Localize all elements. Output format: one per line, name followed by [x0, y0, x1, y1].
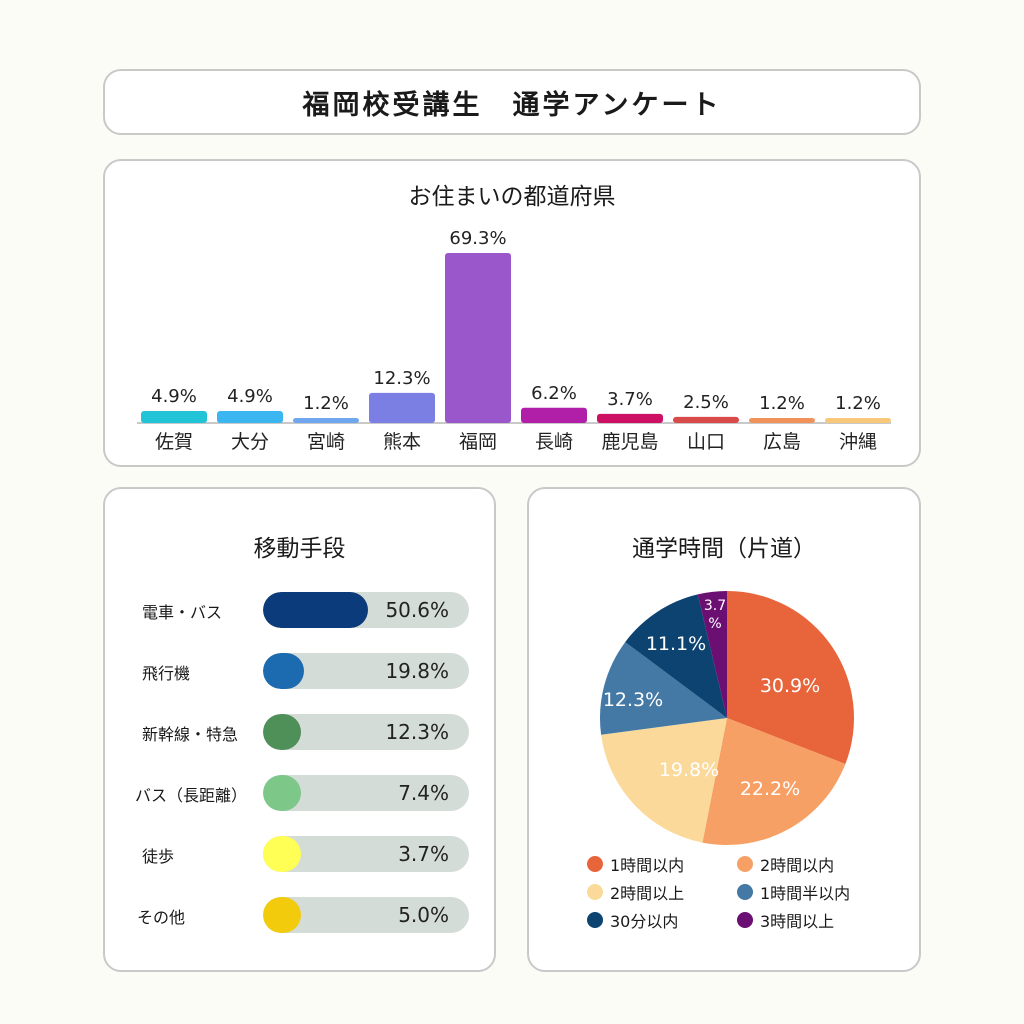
page-title: 福岡校受講生 通学アンケート	[302, 89, 722, 121]
transport-bar-fill-0	[263, 592, 368, 628]
legend-swatch-0	[587, 856, 603, 872]
bar-category-label-8: 広島	[763, 431, 801, 453]
pie-value-label-5: 3.7%	[704, 598, 726, 632]
bar-value-label-3: 12.3%	[373, 368, 430, 389]
bar-9	[825, 418, 891, 423]
bar-category-label-2: 宮崎	[307, 431, 345, 453]
bar-value-label-1: 4.9%	[227, 386, 273, 407]
transport-label-3: バス（長距離）	[135, 786, 248, 805]
transport-bar-track-3: 7.4%	[263, 775, 469, 811]
bar-1	[217, 410, 283, 423]
transport-value-0: 50.6%	[385, 598, 449, 622]
legend-item-2: 2時間以上	[587, 880, 684, 904]
legend-label-1: 2時間以内	[760, 856, 835, 875]
bar-value-label-6: 3.7%	[607, 389, 653, 410]
legend-label-4: 30分以内	[610, 912, 679, 931]
commute-time-chart-title: 通学時間（片道）	[632, 536, 816, 562]
transport-label-1: 飛行機	[142, 664, 191, 683]
transport-bar-track-0: 50.6%	[263, 592, 469, 628]
bar-8	[749, 418, 815, 423]
transport-bar-fill-1	[263, 653, 305, 689]
bar-6	[597, 413, 663, 423]
legend-swatch-1	[737, 856, 753, 872]
transport-bar-fill-2	[263, 714, 301, 750]
transport-label-4: 徒歩	[142, 847, 175, 866]
legend-swatch-3	[737, 884, 753, 900]
bar-5	[521, 407, 587, 423]
transport-bar-track-1: 19.8%	[263, 653, 469, 689]
bar-category-label-4: 福岡	[459, 431, 497, 453]
prefecture-chart-card: お住まいの都道府県 4.9% 佐賀 4.9% 大分 1.2% 宮崎 12.3% 熊本 69.3%…	[103, 159, 921, 467]
pie-slice-0	[727, 591, 854, 765]
transport-bar-fill-4	[263, 836, 301, 872]
transport-value-5: 5.0%	[398, 903, 449, 927]
bar-value-label-0: 4.9%	[151, 386, 197, 407]
bar-category-label-1: 大分	[231, 431, 269, 453]
bar-3	[369, 392, 435, 423]
commute-time-chart-card: 通学時間（片道） 30.9% 22.2% 19.8% 12.3% 11.1% 3.7% 1…	[527, 487, 921, 972]
legend-item-5: 3時間以上	[737, 908, 834, 932]
transport-label-5: その他	[137, 908, 186, 927]
bar-value-label-4: 69.3%	[449, 228, 506, 249]
prefecture-bar-chart: 4.9% 佐賀 4.9% 大分 1.2% 宮崎 12.3% 熊本 69.3% 福岡 6.2% 長崎 3.…	[137, 228, 891, 453]
bar-4	[445, 253, 511, 423]
pie-slice-2	[601, 718, 727, 843]
bar-category-label-7: 山口	[687, 431, 725, 453]
bar-category-label-0: 佐賀	[155, 431, 193, 453]
transport-label-2: 新幹線・特急	[142, 725, 239, 744]
prefecture-chart-title: お住まいの都道府県	[408, 184, 616, 210]
bar-category-label-9: 沖縄	[839, 431, 877, 453]
transport-bar-track-4: 3.7%	[263, 836, 469, 872]
legend-swatch-4	[587, 912, 603, 928]
legend-swatch-2	[587, 884, 603, 900]
transport-value-3: 7.4%	[398, 781, 449, 805]
pie-slice-4	[625, 594, 727, 718]
bar-value-label-7: 2.5%	[683, 392, 729, 413]
pie-value-label-1: 22.2%	[740, 778, 800, 800]
bar-value-label-2: 1.2%	[303, 393, 349, 414]
title-card: 福岡校受講生 通学アンケート	[103, 69, 921, 135]
transport-bar-fill-5	[263, 897, 301, 933]
legend-label-3: 1時間半以内	[760, 884, 851, 903]
transport-chart-card: 移動手段 電車・バス 50.6% 飛行機 19.8% 新幹線・特急 12.3% バス（長距離…	[103, 487, 496, 972]
pie-value-label-4: 11.1%	[646, 633, 706, 655]
legend-swatch-5	[737, 912, 753, 928]
transport-value-1: 19.8%	[385, 659, 449, 683]
transport-bar-track-5: 5.0%	[263, 897, 469, 933]
transport-value-2: 12.3%	[385, 720, 449, 744]
legend-item-3: 1時間半以内	[737, 880, 850, 904]
legend-label-5: 3時間以上	[760, 912, 835, 931]
transport-bar-fill-3	[263, 775, 301, 811]
bar-0	[141, 410, 207, 423]
bar-7	[673, 416, 739, 423]
legend-label-2: 2時間以上	[610, 884, 685, 903]
legend-item-1: 2時間以内	[737, 852, 834, 876]
pie-slice-3	[600, 642, 727, 735]
transport-chart-title: 移動手段	[253, 536, 346, 562]
legend-label-0: 1時間以内	[610, 856, 685, 875]
bar-value-label-8: 1.2%	[759, 393, 805, 414]
bar-value-label-9: 1.2%	[835, 393, 881, 414]
bar-value-label-5: 6.2%	[531, 383, 577, 404]
legend-item-0: 1時間以内	[587, 852, 684, 876]
commute-time-pie-chart: 30.9% 22.2% 19.8% 12.3% 11.1%3.7%	[600, 591, 854, 845]
pie-value-label-0: 30.9%	[760, 675, 820, 697]
pie-slice-5	[697, 591, 727, 718]
legend-item-4: 30分以内	[587, 908, 678, 932]
pie-value-label-2: 19.8%	[659, 759, 719, 781]
bar-category-label-5: 長崎	[535, 431, 573, 453]
transport-value-4: 3.7%	[398, 842, 449, 866]
transport-label-0: 電車・バス	[142, 603, 223, 622]
transport-bar-track-2: 12.3%	[263, 714, 469, 750]
pie-value-label-3: 12.3%	[603, 689, 663, 711]
bar-category-label-3: 熊本	[383, 431, 421, 453]
bar-2	[293, 418, 359, 423]
pie-slice-1	[702, 718, 846, 845]
bar-category-label-6: 鹿児島	[601, 431, 658, 453]
